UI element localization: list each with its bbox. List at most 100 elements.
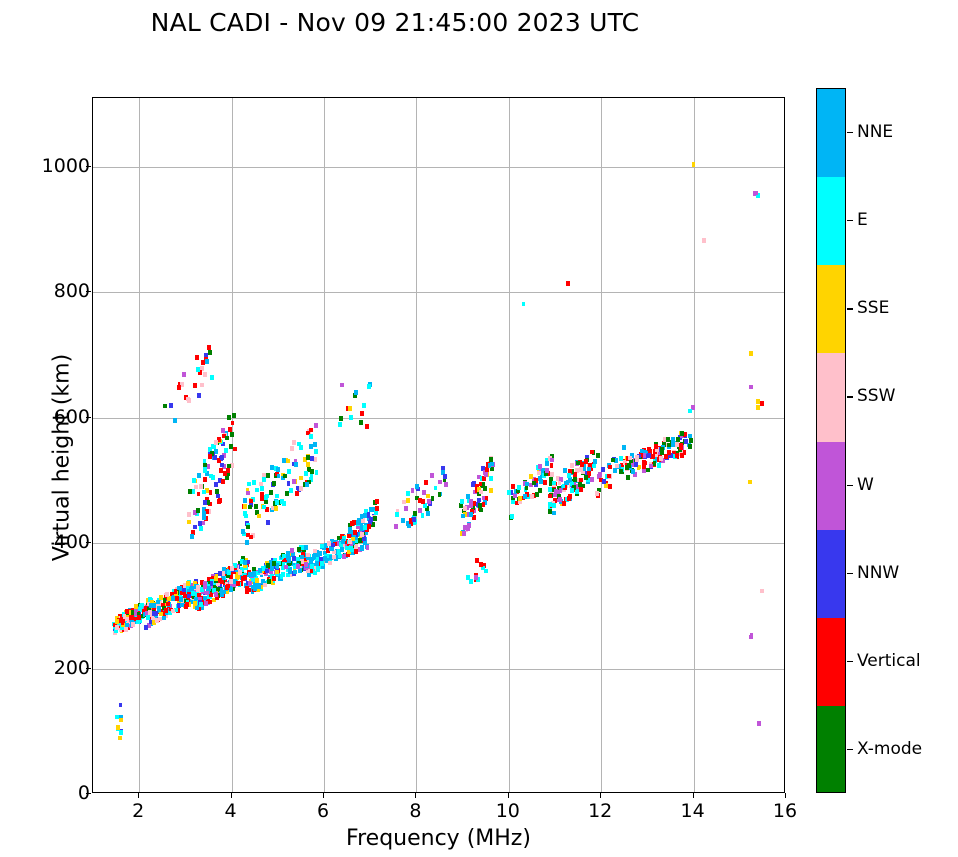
scatter-point: [553, 492, 558, 498]
scatter-point: [162, 605, 167, 611]
scatter-point: [571, 484, 576, 490]
scatter-point: [158, 611, 163, 617]
scatter-point: [133, 604, 138, 610]
scatter-point: [300, 559, 304, 565]
scatter-point: [614, 463, 619, 469]
scatter-point: [314, 554, 319, 560]
scatter-point: [566, 281, 571, 286]
scatter-point: [523, 494, 528, 500]
scatter-point: [406, 497, 411, 503]
scatter-point: [176, 599, 181, 604]
scatter-point: [225, 573, 230, 578]
scatter-point: [208, 592, 213, 597]
scatter-point: [312, 548, 317, 554]
scatter-point: [247, 481, 252, 487]
scatter-point: [210, 374, 215, 380]
scatter-point: [194, 511, 199, 517]
scatter-point: [120, 620, 125, 625]
scatter-point: [478, 507, 483, 513]
scatter-point: [625, 465, 630, 470]
x-tick: [692, 793, 694, 798]
scatter-point: [231, 413, 236, 419]
scatter-point: [216, 493, 220, 499]
scatter-point: [296, 563, 300, 569]
scatter-point: [309, 456, 314, 462]
scatter-point: [204, 359, 209, 364]
scatter-point: [274, 563, 279, 568]
scatter-point: [548, 487, 553, 492]
scatter-point: [218, 468, 223, 473]
scatter-point: [346, 549, 351, 554]
scatter-point: [539, 467, 544, 473]
scatter-point: [217, 583, 222, 589]
scatter-point: [658, 450, 663, 456]
scatter-point: [680, 431, 685, 436]
scatter-point: [477, 503, 482, 509]
scatter-point: [203, 500, 208, 506]
scatter-point: [180, 382, 185, 388]
scatter-point: [349, 414, 353, 420]
scatter-point: [512, 493, 517, 498]
scatter-point: [266, 473, 271, 478]
scatter-point: [114, 714, 119, 720]
scatter-point: [369, 507, 374, 513]
scatter-point: [117, 618, 122, 624]
scatter-point: [367, 524, 372, 529]
colorbar-label-ssw: SSW: [857, 386, 896, 407]
scatter-point: [284, 491, 289, 496]
scatter-point: [347, 533, 352, 539]
scatter-point: [258, 568, 262, 573]
scatter-point: [131, 621, 136, 627]
scatter-point: [635, 457, 640, 463]
scatter-point: [312, 442, 317, 447]
scatter-point: [641, 468, 646, 474]
scatter-point: [276, 467, 281, 472]
scatter-point: [162, 597, 167, 603]
scatter-point: [591, 463, 596, 469]
scatter-point: [516, 488, 521, 494]
scatter-point: [655, 452, 659, 457]
scatter-point: [269, 559, 274, 565]
scatter-point: [395, 511, 399, 517]
scatter-point: [187, 593, 191, 599]
scatter-point: [425, 493, 430, 499]
scatter-point: [440, 465, 445, 471]
scatter-point: [304, 471, 309, 477]
scatter-point: [197, 521, 202, 526]
scatter-point: [203, 352, 208, 358]
scatter-point: [484, 471, 489, 477]
scatter-point: [194, 355, 199, 361]
scatter-point: [642, 453, 647, 458]
scatter-point: [542, 480, 547, 485]
scatter-point: [329, 546, 334, 552]
scatter-point: [254, 575, 259, 581]
colorbar-tick: [847, 660, 853, 663]
scatter-point: [549, 503, 554, 509]
scatter-point: [203, 468, 208, 473]
scatter-point: [478, 562, 483, 567]
scatter-point: [125, 609, 130, 615]
scatter-point: [652, 449, 657, 455]
scatter-point: [547, 493, 552, 499]
scatter-point: [490, 461, 495, 467]
scatter-point: [252, 572, 257, 577]
scatter-point: [628, 455, 633, 461]
scatter-point: [125, 616, 130, 622]
scatter-point: [138, 618, 143, 623]
scatter-point: [483, 568, 488, 574]
scatter-point: [259, 584, 264, 590]
scatter-point: [575, 468, 580, 473]
scatter-point: [337, 549, 342, 555]
scatter-point: [297, 547, 302, 553]
scatter-point: [145, 598, 150, 604]
scatter-point: [759, 401, 764, 406]
scatter-point: [678, 448, 683, 454]
scatter-point: [286, 480, 291, 486]
colorbar-segment-vertical: [817, 617, 845, 706]
scatter-point: [507, 490, 512, 495]
scatter-point: [255, 587, 260, 593]
scatter-point: [437, 492, 442, 497]
scatter-point: [301, 551, 306, 557]
scatter-point: [148, 597, 153, 602]
scatter-point: [666, 450, 671, 455]
